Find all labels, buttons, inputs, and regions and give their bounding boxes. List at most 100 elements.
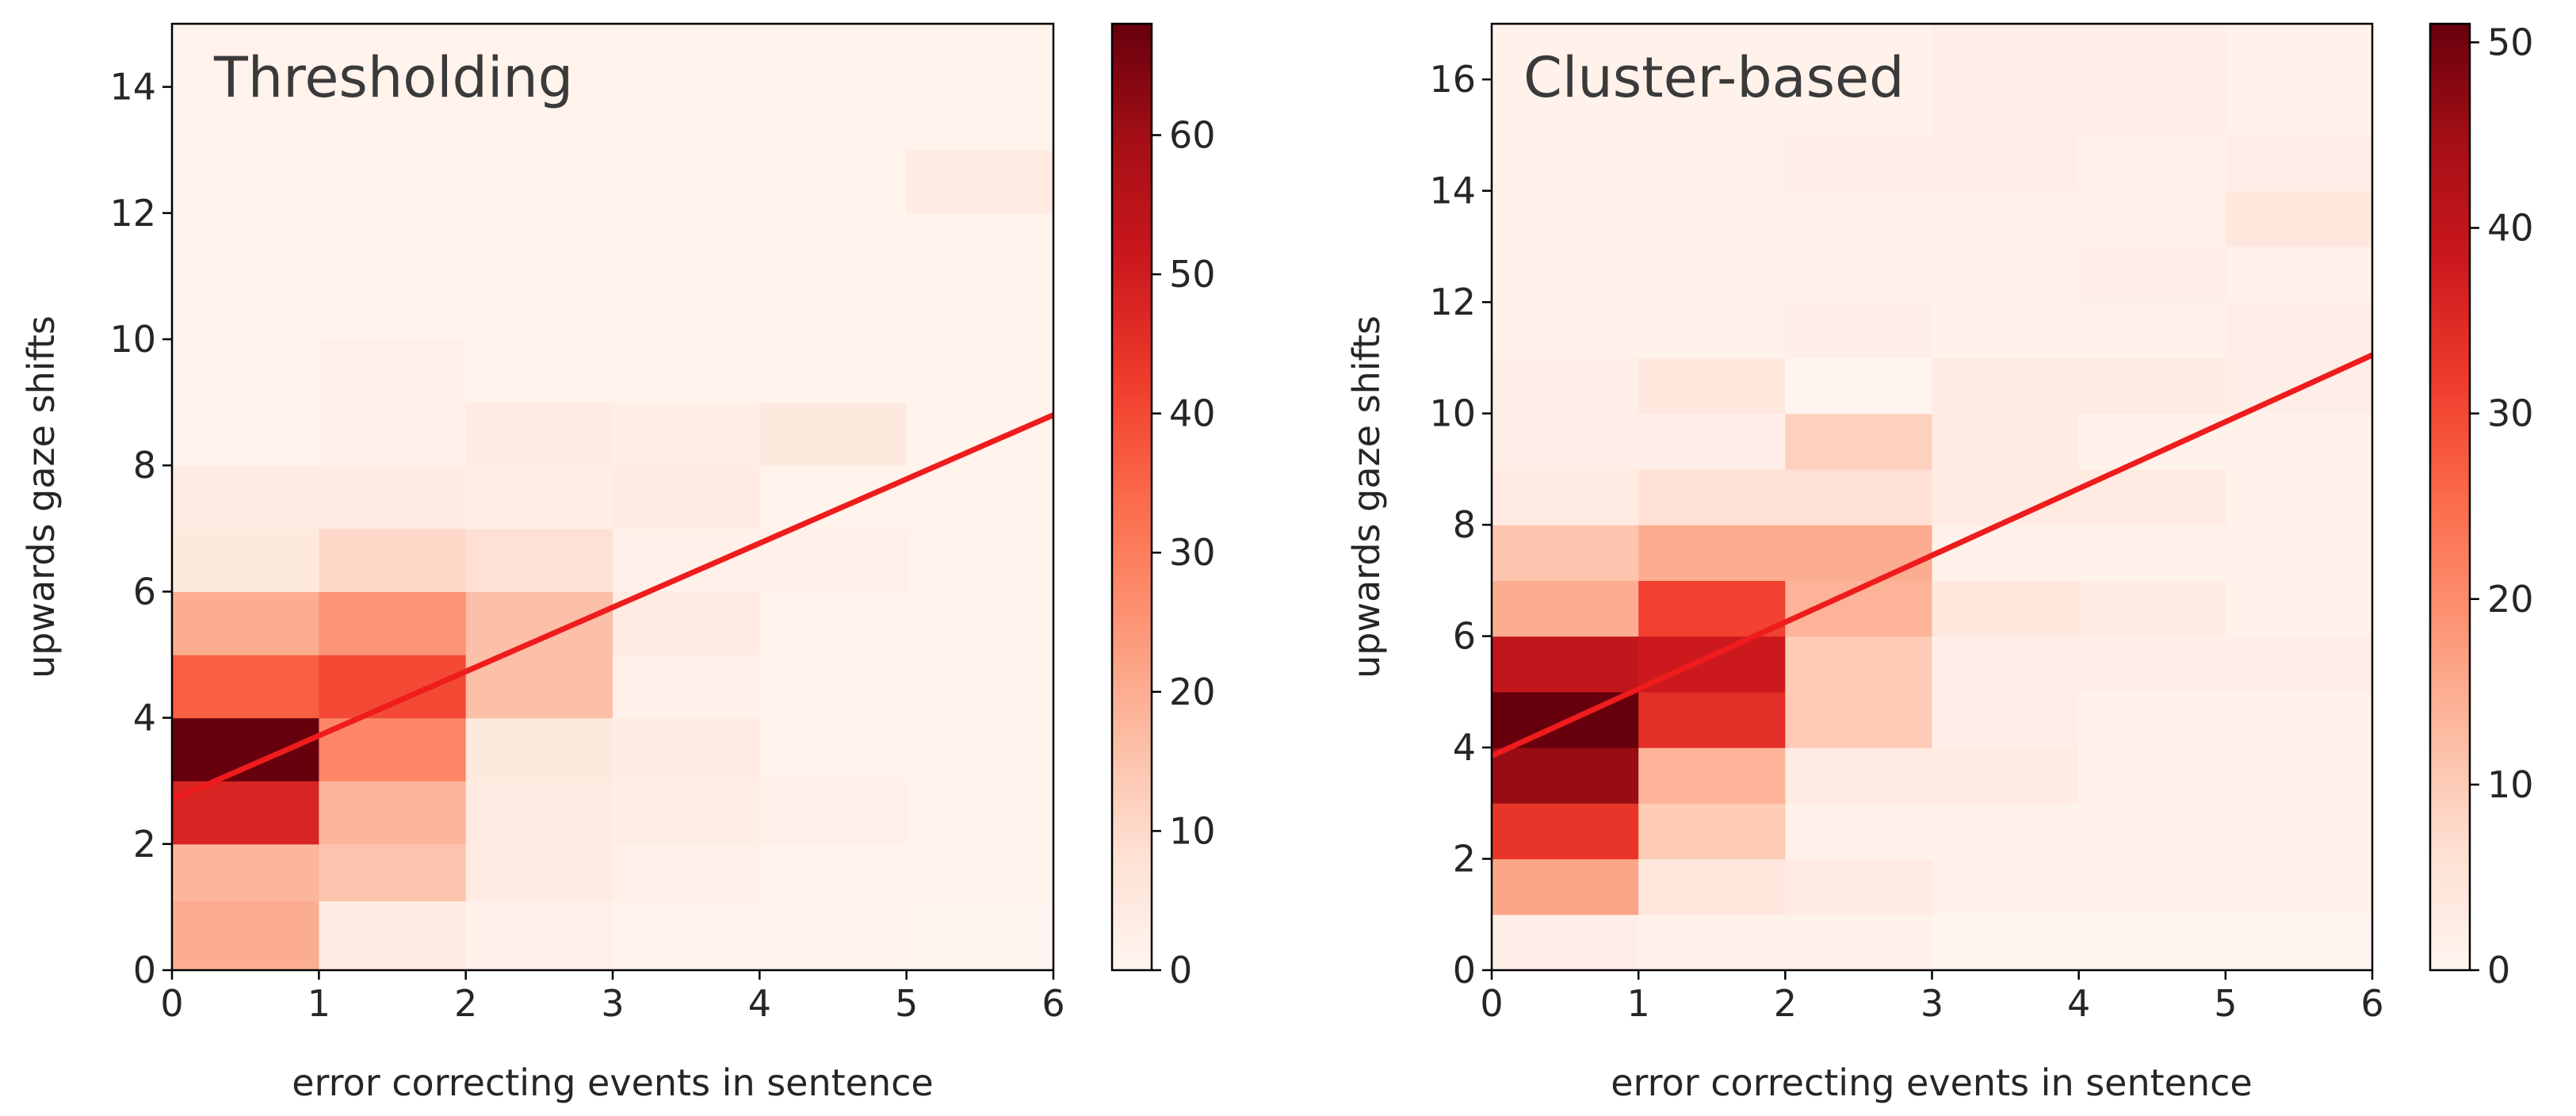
heatmap-cell [319, 212, 467, 277]
heatmap-cell [172, 591, 319, 655]
heatmap-cell [172, 150, 319, 214]
heatmap-cell [319, 339, 467, 403]
heatmap-cell [1785, 636, 1933, 693]
heatmap-cell [759, 86, 908, 151]
heatmap-cell [465, 86, 613, 151]
heatmap-cell [613, 781, 760, 845]
heatmap-cell [906, 212, 1054, 277]
heatmap-cell [759, 402, 908, 466]
x-axis-label: error correcting events in sentence [292, 1061, 933, 1104]
colorbar-tick-label: 50 [1169, 253, 1216, 296]
heatmap-cell [465, 528, 613, 592]
colorbar-tick-label: 50 [2487, 21, 2534, 63]
heatmap-cell [613, 276, 760, 340]
heatmap-cell [1492, 858, 1639, 915]
heatmap-cell [319, 402, 467, 466]
colorbar-tick-label: 20 [1169, 671, 1216, 713]
heatmap-cell [1785, 24, 1933, 80]
heatmap-cell [1492, 246, 1639, 303]
heatmap-cell [906, 900, 1054, 971]
heatmap-cell [172, 212, 319, 277]
heatmap-cell [1785, 747, 1933, 804]
y-tick-label: 4 [133, 697, 156, 740]
x-tick-label: 0 [160, 982, 183, 1025]
heatmap-cell [1785, 468, 1933, 526]
heatmap-cell [1638, 468, 1786, 526]
heatmap-cell [465, 402, 613, 466]
heatmap-cell [1638, 413, 1786, 470]
heatmap-cell [172, 843, 319, 902]
heatmap-cell [465, 900, 613, 971]
heatmap-cell [1492, 636, 1639, 693]
heatmap-cell [906, 276, 1054, 340]
heatmap-cell [2225, 413, 2373, 470]
colorbar-tick-label: 40 [2487, 207, 2534, 250]
heatmap-cell [613, 339, 760, 403]
heatmap-cell [2225, 914, 2373, 971]
colorbar-tick-label: 30 [2487, 392, 2534, 435]
heatmap-cell [1492, 135, 1639, 192]
heatmap-cell [759, 717, 908, 782]
heatmap-cell [2078, 691, 2226, 748]
heatmap-cell [759, 843, 908, 902]
heatmap-cell [1492, 468, 1639, 526]
heatmap-cell [613, 150, 760, 214]
heatmap-cell [759, 781, 908, 845]
x-axis: 0 1 2 3 4 5 6 [1480, 970, 2384, 1025]
heatmap-cell [759, 150, 908, 214]
heatmap-cell [1638, 525, 1786, 581]
x-tick-label: 5 [895, 982, 918, 1025]
heatmap-cell [319, 717, 467, 782]
heatmap-cell [465, 843, 613, 902]
heatmap-cell [2225, 525, 2373, 581]
heatmap-cell [2078, 747, 2226, 804]
heatmap-cell [2078, 79, 2226, 136]
y-axis-label: upwards gaze shifts [1345, 315, 1388, 678]
heatmap-cell [172, 402, 319, 466]
heatmap-cell [2078, 413, 2226, 470]
heatmap-cell [759, 465, 908, 529]
heatmap-cell [465, 24, 613, 88]
heatmap-cell [1785, 914, 1933, 971]
heatmap-cell [906, 86, 1054, 151]
heatmap-cell [2078, 803, 2226, 860]
heatmap-cells [1492, 24, 2373, 971]
x-tick-label: 1 [1627, 982, 1650, 1025]
heatmap-cell [2078, 636, 2226, 693]
x-tick-label: 4 [748, 982, 771, 1025]
y-tick-label: 0 [133, 949, 156, 992]
heatmap-cell [319, 843, 467, 902]
heatmap-cell [1932, 914, 2080, 971]
heatmap-cell [2078, 858, 2226, 915]
heatmap-cell [2225, 580, 2373, 637]
heatmap-cell [1492, 803, 1639, 860]
heatmap-cell [2225, 691, 2373, 748]
heatmap-cell [2078, 302, 2226, 359]
x-tick-label: 3 [601, 982, 624, 1025]
y-tick-label: 12 [1429, 281, 1476, 323]
colorbar-tick-label: 40 [1169, 392, 1216, 435]
y-tick-label: 12 [109, 192, 156, 235]
heatmap-cell [1492, 24, 1639, 80]
x-tick-label: 2 [1774, 982, 1797, 1025]
heatmap-cell [2078, 190, 2226, 247]
colorbar-tick-label: 10 [2487, 763, 2534, 806]
y-tick-label: 14 [109, 66, 156, 109]
y-tick-label: 2 [133, 823, 156, 866]
heatmap-cell [1492, 357, 1639, 415]
colorbar-gradient [1110, 22, 1153, 972]
y-axis: 0 2 4 6 8 10 12 14 16 [1429, 58, 1492, 992]
heatmap-cell [172, 717, 319, 782]
heatmap-cell [2225, 803, 2373, 860]
heatmap-cell [759, 276, 908, 340]
heatmap-cell [613, 212, 760, 277]
heatmap-cell [906, 465, 1054, 529]
colorbar-ticks: 0 10 20 30 40 50 60 [1152, 113, 1216, 992]
heatmap-cell [1492, 525, 1639, 581]
heatmap-cell [613, 591, 760, 655]
heatmap-cell [319, 465, 467, 529]
heatmap-cell [1492, 190, 1639, 247]
heatmap-cell [1638, 24, 1786, 80]
heatmap-cell [319, 655, 467, 719]
